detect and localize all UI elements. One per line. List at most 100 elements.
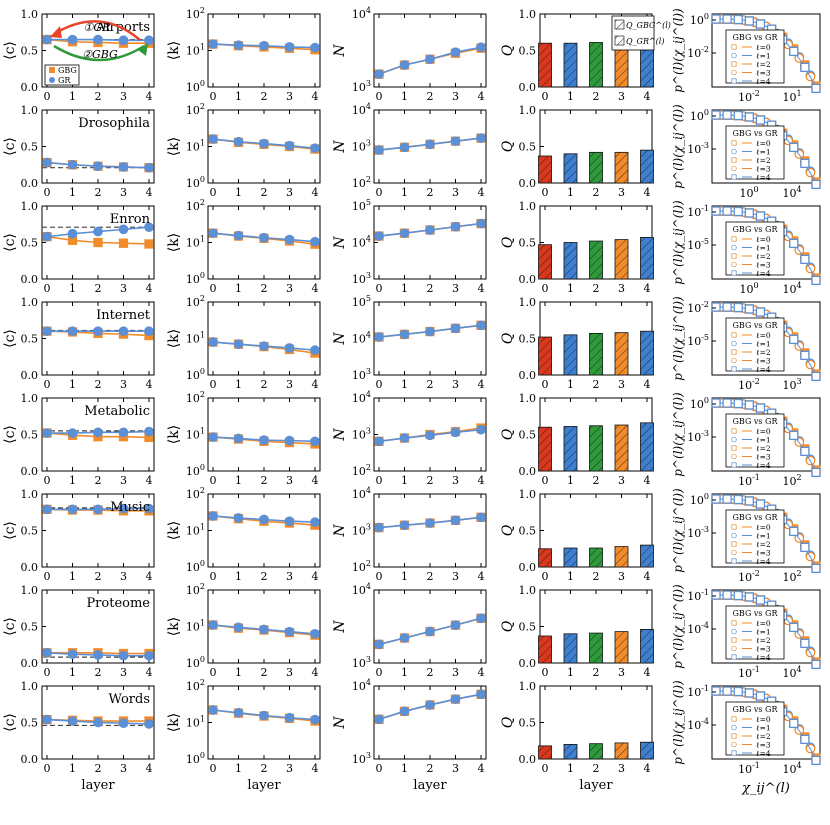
distribution-point <box>744 592 754 602</box>
gr-series-point <box>374 436 384 447</box>
gr-series-point <box>42 428 52 438</box>
gr-series-point <box>208 134 218 144</box>
x-tick-label: 0 <box>376 762 383 775</box>
distribution-point <box>755 403 766 413</box>
gr-series-point <box>259 40 269 51</box>
legend-label: ℓ=0 <box>756 235 771 244</box>
gr-series-point <box>399 433 410 443</box>
gr-series-point <box>259 138 269 149</box>
modularity-bar-hatch <box>564 153 577 183</box>
gr-series-point <box>118 35 129 46</box>
legend-gbg-label: GBG <box>58 66 77 75</box>
distribution-panel <box>711 13 821 88</box>
y-tick-label: 1.0 <box>21 392 39 405</box>
modularity-bar-hatch <box>589 633 603 663</box>
gr-series-point <box>450 694 461 705</box>
legend-label: ℓ=1 <box>756 52 771 61</box>
y-tick-label: 0.0 <box>519 177 537 190</box>
x-tick-label: 4 <box>644 378 651 391</box>
legend-label: ℓ=4 <box>756 749 771 758</box>
y-tick-label: 1.0 <box>519 488 537 501</box>
gr-series-point <box>284 234 295 245</box>
gr-series-point <box>144 503 154 514</box>
y-axis-label: ⟨c⟩ <box>2 329 18 348</box>
legend-label: ℓ=1 <box>756 244 771 253</box>
legend-title: GBG vs GR <box>733 705 779 714</box>
legend-marker <box>731 349 737 355</box>
nodes-panel <box>373 493 487 568</box>
x-tick-label: 0 <box>376 90 383 103</box>
distribution-point <box>711 494 721 504</box>
distribution-point <box>800 446 810 457</box>
modularity-bar-hatch <box>589 42 603 87</box>
y-tick-label: 103 <box>352 655 371 670</box>
x-tick-label: 0 <box>210 570 217 583</box>
legend-qgbg-swatch <box>614 19 625 30</box>
x-tick-label: 2 <box>261 474 268 487</box>
x-tick-label: 4 <box>146 666 153 679</box>
x-tick-label: 0 <box>210 762 217 775</box>
distribution-curve <box>715 690 817 761</box>
distribution-point <box>789 526 799 537</box>
gr-series-point <box>399 329 410 340</box>
gr-series-point <box>42 647 52 658</box>
y-tick-label: 1.0 <box>519 296 537 309</box>
legend-marker <box>731 541 737 547</box>
network-name: Internet <box>96 308 151 323</box>
x-tick-label: 4 <box>146 186 153 199</box>
gr-series-point <box>42 34 52 45</box>
legend-label: ℓ=2 <box>756 444 771 453</box>
x-tick-label: 2 <box>427 90 434 103</box>
x-tick-label: 0 <box>44 474 51 487</box>
distribution-point <box>755 211 766 221</box>
distribution-legend: GBG vs GRℓ=0ℓ=1ℓ=2ℓ=3ℓ=4 <box>725 125 785 182</box>
legend-marker <box>731 741 737 748</box>
network-name: Drosophila <box>78 116 150 131</box>
gr-series-point <box>67 504 78 515</box>
x-axis-label: layer <box>579 778 613 793</box>
distribution-point <box>800 62 810 73</box>
x-tick-label: 3 <box>120 378 127 391</box>
distribution-point <box>800 254 810 265</box>
gr-series-point <box>284 516 295 527</box>
distribution-point <box>733 14 743 25</box>
legend-label: ℓ=2 <box>756 540 771 549</box>
y-tick-label: 1.0 <box>519 392 537 405</box>
distribution-point <box>722 302 732 312</box>
distribution-point <box>789 334 799 345</box>
x-tick-label: 4 <box>644 474 651 487</box>
x-tick-label: 2 <box>427 282 434 295</box>
y-tick-label: 0.0 <box>21 81 39 94</box>
x-tick-label: 4 <box>312 186 319 199</box>
gr-series-point <box>208 39 218 49</box>
modularity-bar-hatch <box>589 152 603 183</box>
x-tick-label: 4 <box>146 378 153 391</box>
modularity-bar-hatch <box>615 332 628 375</box>
gr-series-point <box>259 435 269 446</box>
y-axis-label: N <box>332 44 348 58</box>
x-tick-label: 0 <box>44 186 51 199</box>
x-tick-label: 2 <box>593 570 600 583</box>
gr-series-point <box>259 232 269 243</box>
gr-series-point <box>233 622 244 633</box>
distribution-panel <box>711 109 821 184</box>
gr-series-point <box>67 228 78 239</box>
x-tick-label: 3 <box>452 570 459 583</box>
legend-marker <box>731 52 737 59</box>
y-tick-label: 10-2 <box>687 45 709 60</box>
y-tick-label: 0.0 <box>21 753 39 766</box>
y-axis-label: Q <box>500 716 516 728</box>
distribution-point <box>722 590 732 600</box>
y-tick-label: 1.0 <box>519 584 537 597</box>
gr-series-point <box>259 710 269 721</box>
x-tick-label: 2 <box>427 762 434 775</box>
modularity-bar-hatch <box>589 425 603 471</box>
distribution-point <box>722 686 732 696</box>
modularity-bar-hatch <box>640 422 654 471</box>
x-tick-label: 4 <box>312 570 319 583</box>
distribution-curve <box>715 402 817 473</box>
gr-series-point <box>425 430 435 441</box>
x-tick-label: 0 <box>376 186 383 199</box>
y-tick-label: 0.0 <box>21 561 39 574</box>
